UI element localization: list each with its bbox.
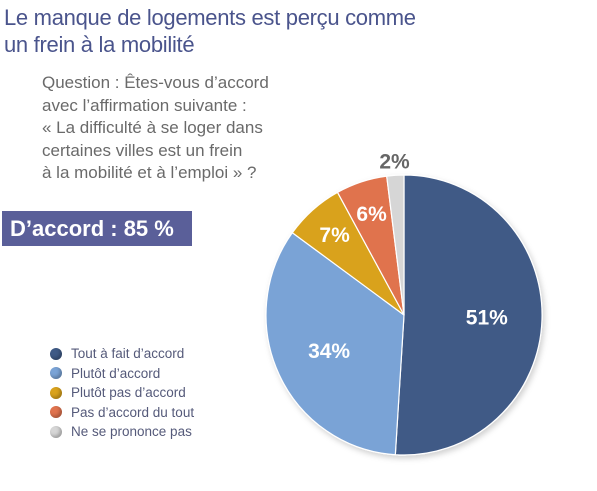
question-line: « La difficulté à se loger dans (42, 118, 263, 137)
question-line: Question : Êtes-vous d’accord (42, 73, 269, 92)
pie-slice (265, 231, 405, 456)
chart-title: Le manque de logements est perçu comme u… (4, 4, 474, 58)
legend-item: Tout à fait d’accord (50, 344, 194, 364)
slice-value-label: 2% (379, 150, 410, 173)
legend-swatch (50, 386, 62, 399)
title-line: Le manque de logements est perçu comme (4, 5, 416, 30)
legend-item: Plutôt d’accord (50, 364, 194, 384)
slice-value-label: 6% (356, 203, 387, 226)
legend-swatch (50, 347, 62, 360)
slice-value-label: 34% (308, 340, 350, 363)
legend-label: Tout à fait d’accord (71, 346, 185, 362)
pie-slice (386, 174, 405, 316)
legend-label: Pas d’accord du tout (71, 404, 195, 420)
question-line: certaines villes est un frein (42, 140, 243, 160)
legend-swatch (50, 425, 62, 438)
slice-value-label: 7% (319, 224, 350, 247)
legend-item: Ne se prononce pas (50, 422, 194, 442)
question-line: à la mobilité et à l’emploi » ? (42, 163, 257, 182)
legend-label: Plutôt d’accord (71, 365, 161, 381)
pie-slice (394, 174, 543, 456)
legend-label: Ne se prononce pas (71, 424, 192, 440)
chart-legend: Tout à fait d’accord Plutôt d’accord Plu… (50, 344, 194, 442)
slice-value-label: 51% (466, 307, 508, 330)
legend-label: Plutôt pas d’accord (71, 385, 186, 401)
legend-swatch (50, 367, 62, 380)
legend-swatch (50, 406, 62, 419)
legend-item: Pas d’accord du tout (50, 403, 194, 423)
question-text: Question : Êtes-vous d’accord avec l’aff… (42, 72, 312, 185)
legend-item: Plutôt pas d’accord (50, 383, 194, 403)
agree-summary-badge: D’accord : 85 % (2, 211, 192, 246)
question-line: avec l’affirmation suivante : (42, 95, 247, 115)
title-line: un frein à la mobilité (4, 32, 195, 57)
